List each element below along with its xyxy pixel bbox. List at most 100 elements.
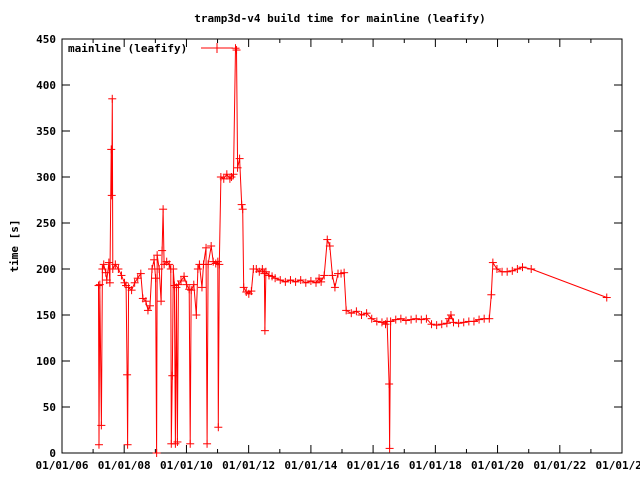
chart-title: tramp3d-v4 build time for mainline (leaf… [194, 12, 485, 25]
x-tick-label: 01/01/20 [471, 459, 524, 472]
data-point [111, 260, 120, 269]
data-point [352, 307, 361, 316]
data-point [260, 269, 269, 278]
data-point [207, 242, 216, 250]
data-point [367, 314, 376, 323]
data-point [211, 259, 220, 268]
data-point [185, 285, 194, 294]
data-point [94, 281, 103, 290]
y-tick-label: 300 [36, 171, 56, 184]
data-point [340, 268, 349, 277]
data-point [488, 258, 497, 267]
data-point [229, 170, 238, 179]
data-point [372, 317, 381, 326]
data-point [444, 314, 453, 323]
data-point [276, 276, 285, 285]
data-point [107, 191, 116, 200]
data-point [454, 319, 463, 328]
data-point [260, 326, 269, 335]
data-point [197, 283, 206, 292]
data-point [170, 281, 179, 290]
data-point [357, 311, 366, 319]
data-point [187, 286, 196, 295]
data-point [238, 205, 247, 214]
data-point [152, 449, 161, 457]
data-point [235, 154, 244, 163]
data-point [204, 260, 213, 269]
data-point [306, 276, 315, 285]
data-point [291, 277, 300, 286]
data-point [203, 439, 212, 448]
data-point [214, 423, 223, 432]
data-point [247, 287, 256, 296]
data-point [312, 278, 321, 287]
data-point [391, 315, 400, 324]
data-point [202, 243, 211, 252]
data-point [412, 314, 421, 323]
data-point [239, 283, 248, 292]
y-axis-label: time [s] [8, 220, 21, 273]
data-point [157, 297, 166, 306]
data-point [133, 274, 142, 283]
data-point [320, 271, 329, 280]
data-point [362, 309, 371, 318]
data-point [503, 267, 512, 276]
legend-label: mainline (leafify) [68, 42, 187, 55]
data-point [396, 314, 405, 323]
data-point [143, 306, 152, 315]
data-point [237, 200, 246, 209]
data-point [104, 258, 113, 267]
data-point [158, 246, 167, 255]
data-point [385, 444, 394, 453]
x-tick-label: 01/01/16 [347, 459, 400, 472]
data-point [469, 317, 478, 326]
data-point [151, 274, 160, 283]
x-tick-label: 01/01/14 [284, 459, 337, 472]
data-point [182, 280, 191, 289]
y-tick-label: 250 [36, 217, 56, 230]
data-point [107, 145, 116, 154]
legend: mainline (leafify) [68, 42, 233, 55]
data-point [347, 309, 356, 318]
data-point [136, 269, 145, 278]
data-point [508, 266, 517, 275]
data-point [173, 437, 182, 446]
data-point [141, 297, 150, 306]
data-point [446, 311, 455, 319]
data-point [437, 320, 446, 329]
data-point [328, 271, 337, 280]
data-point [407, 315, 416, 324]
data-point [281, 277, 290, 286]
data-point [417, 315, 426, 324]
data-point [101, 268, 110, 277]
x-tick-label: 01/01/08 [98, 459, 151, 472]
data-point [475, 315, 484, 324]
data-point [145, 301, 154, 310]
data-point [150, 255, 159, 264]
data-point [123, 370, 132, 379]
data-point [189, 280, 198, 289]
data-point [99, 260, 108, 269]
data-point [117, 271, 126, 280]
data-point [233, 163, 242, 172]
data-point [97, 421, 106, 430]
data-point [385, 380, 394, 388]
data-point [95, 280, 104, 289]
x-tick-label: 01/01/18 [409, 459, 462, 472]
x-tick-label: 01/01/22 [533, 459, 586, 472]
y-tick-label: 100 [36, 355, 56, 368]
data-point [127, 286, 136, 295]
data-point [123, 440, 132, 449]
data-point [177, 276, 186, 285]
data-point [180, 272, 189, 281]
data-point [442, 319, 451, 328]
data-point [513, 265, 522, 273]
series-line-mainline-leafify [94, 44, 611, 457]
data-point [301, 278, 310, 287]
data-point [168, 371, 177, 380]
data-point [427, 320, 436, 329]
data-point [377, 318, 386, 327]
data-point [192, 311, 201, 319]
